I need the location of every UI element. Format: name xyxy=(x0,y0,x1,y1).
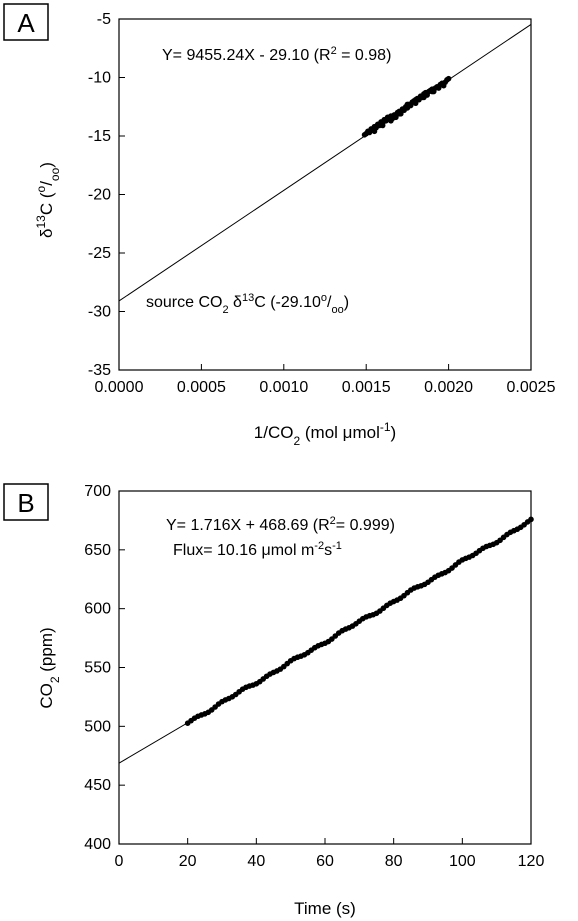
panel-a-equation: Y= 9455.24X - 29.10 (R2 = 0.98) xyxy=(162,45,391,64)
panel-a-data-point xyxy=(429,88,435,95)
panel-b-y-tick-label: 500 xyxy=(84,718,111,735)
panel-a-x-tick-label: 0.0025 xyxy=(507,379,556,396)
panel-a-regression-line xyxy=(118,23,532,302)
panel-a-data-point xyxy=(388,117,394,124)
panel-b-flux-annotation: Flux= 10.16 μmol m-2s-1 xyxy=(173,540,342,559)
panel-b-y-tick-label: 700 xyxy=(84,483,111,500)
panel-b-data-points xyxy=(184,516,534,726)
panel-b-x-tick-label: 120 xyxy=(518,853,545,870)
panel-a-x-tick-label: 0.0000 xyxy=(95,379,144,396)
panel-a-plot-frame xyxy=(118,18,532,371)
panel-b-y-tick-label: 650 xyxy=(84,542,111,559)
panel-b-label-box xyxy=(3,483,49,521)
panel-b-y-ticks: 400 450 500 550 600 650 700 xyxy=(84,483,125,853)
panel-b-equation: Y= 1.716X + 468.69 (R2= 0.999) xyxy=(166,515,395,534)
panel-a-data-point xyxy=(421,94,427,101)
panel-a-data-point xyxy=(445,75,452,82)
panel-a-data-point xyxy=(396,110,402,117)
panel-b-x-tick-label: 20 xyxy=(179,853,197,870)
panel-a-y-ticks: -5 -10 -15 -20 -25 -30 -35 xyxy=(88,11,125,379)
panel-b-x-ticks: 0 20 40 60 80 100 120 xyxy=(115,838,545,870)
panel-b-y-tick-label: 600 xyxy=(84,601,111,618)
panel-a-data-points xyxy=(361,75,452,138)
panel-a-x-tick-label: 0.0020 xyxy=(424,379,473,396)
panel-b-x-tick-label: 100 xyxy=(449,853,476,870)
panel-b-x-tick-label: 80 xyxy=(385,853,403,870)
panel-a-y-axis-label: δ13C (o/oo) xyxy=(34,162,62,238)
panel-b-x-axis-label: Time (s) xyxy=(294,899,356,918)
panel-a-label: A xyxy=(17,8,35,38)
panel-a-data-point xyxy=(393,114,399,121)
panel-a-y-tick-label: -15 xyxy=(88,128,111,145)
panel-a: A 0.0000 0.0005 0.0010 0.0015 0.0020 0.0025 -… xyxy=(3,3,556,448)
panel-a-data-point xyxy=(404,101,411,108)
panel-b-y-tick-label: 550 xyxy=(84,660,111,677)
panel-a-x-tick-label: 0.0015 xyxy=(342,379,391,396)
panel-a-data-point xyxy=(412,100,419,107)
panel-a-x-tick-label: 0.0010 xyxy=(259,379,308,396)
panel-a-y-tick-label: -30 xyxy=(88,304,111,321)
panel-b-y-axis-label: CO2 (ppm) xyxy=(37,627,62,708)
panel-a-data-point xyxy=(379,122,386,129)
panel-b-label: B xyxy=(17,488,34,518)
panel-a-data-point xyxy=(371,128,378,135)
panel-a-y-tick-label: -10 xyxy=(88,70,111,87)
panel-a-y-tick-label: -25 xyxy=(88,245,111,262)
panel-a-x-ticks: 0.0000 0.0005 0.0010 0.0015 0.0020 0.0025 xyxy=(95,364,556,396)
panel-b-x-tick-label: 0 xyxy=(115,853,124,870)
panel-a-label-box xyxy=(3,3,49,41)
panel-a-x-axis-label: 1/CO2 (mol μmol-1) xyxy=(254,420,396,448)
panel-b-y-tick-label: 400 xyxy=(84,836,111,853)
panel-a-x-tick-label: 0.0005 xyxy=(177,379,226,396)
panel-b-x-tick-label: 60 xyxy=(316,853,334,870)
panel-b: B 0 20 40 60 80 100 120 400450500550600650700 … xyxy=(3,483,545,918)
panel-b-y-tick-label: 450 xyxy=(84,777,111,794)
panel-a-source-annotation: source CO2 δ13C (-29.10o/oo) xyxy=(146,292,349,316)
panel-a-y-tick-label: -35 xyxy=(88,362,111,379)
panel-b-data-point xyxy=(528,516,534,523)
panel-b-x-tick-label: 40 xyxy=(247,853,265,870)
panel-a-y-tick-label: -5 xyxy=(97,11,111,28)
panel-a-y-tick-label: -20 xyxy=(88,187,111,204)
